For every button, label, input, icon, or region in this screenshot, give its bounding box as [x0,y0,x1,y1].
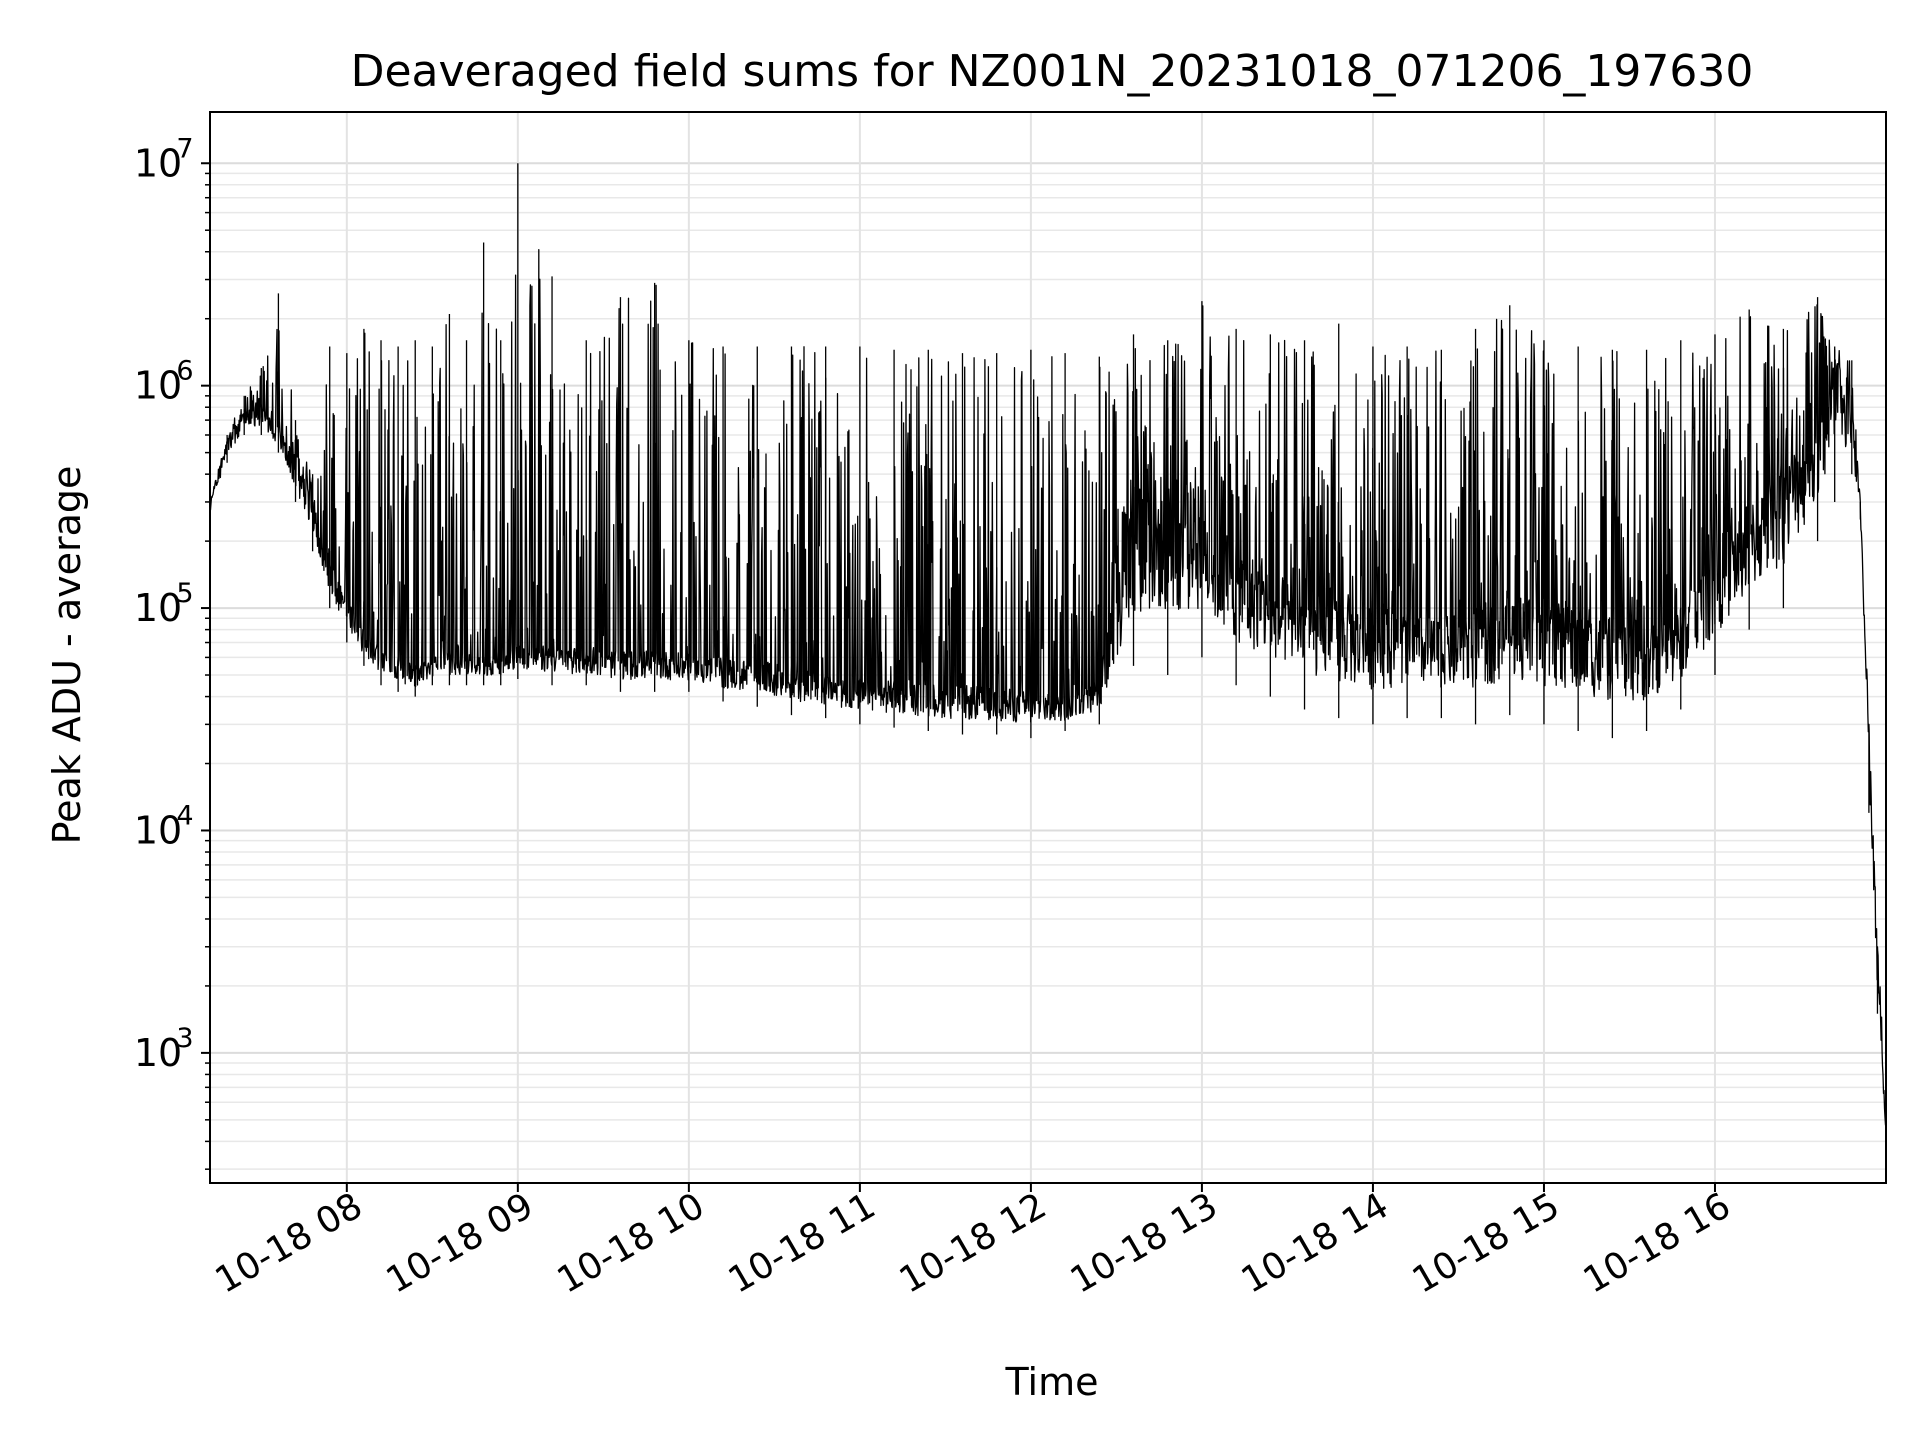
y-tick-label-exponent: 7 [176,133,193,164]
y-tick-label-exponent: 5 [176,578,193,609]
y-tick-label-exponent: 6 [176,356,193,387]
x-axis-label: Time [1005,1360,1099,1404]
y-tick-label: 10 [134,364,182,408]
y-axis-label: Peak ADU - average [45,466,89,845]
y-tick-label: 10 [134,808,182,852]
plot-frame [209,111,1887,1184]
y-tick-label-exponent: 3 [176,1023,193,1054]
y-tick-label-exponent: 4 [176,800,193,831]
series-line [209,249,1887,1130]
y-tick-label: 10 [134,586,182,630]
chart-title: Deaveraged field sums for NZ001N_2023101… [351,46,1754,97]
y-tick-label: 10 [134,1031,182,1075]
y-tick-label: 10 [134,141,182,185]
